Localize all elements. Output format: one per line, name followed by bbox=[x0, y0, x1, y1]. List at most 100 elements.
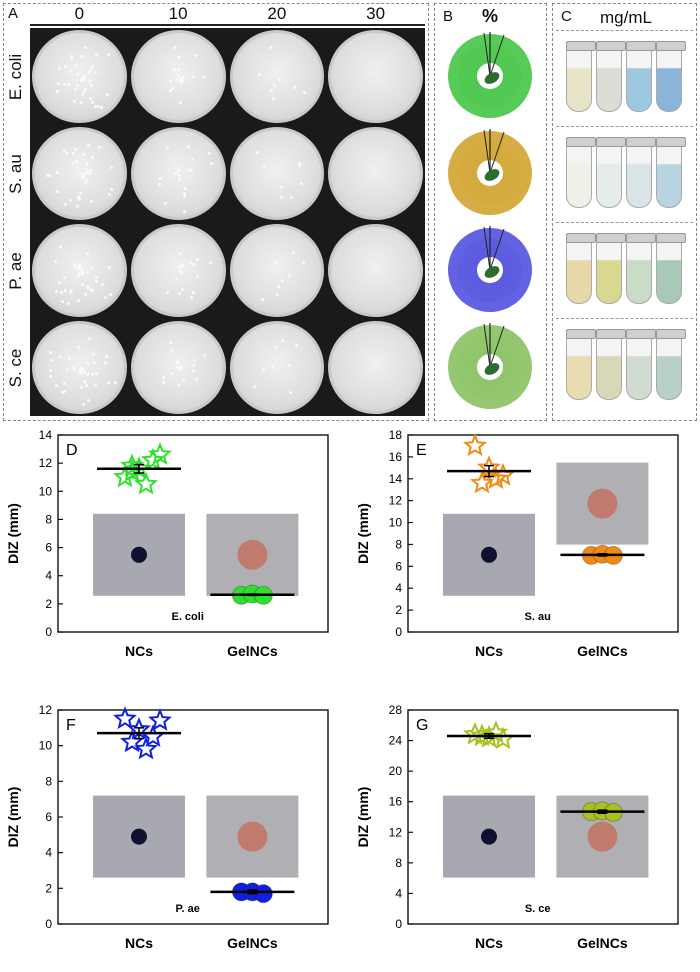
colony-dot bbox=[173, 46, 176, 49]
y-tick-label: 10 bbox=[389, 516, 403, 530]
petri-dish bbox=[230, 321, 325, 414]
panel-b-unit: % bbox=[482, 6, 498, 27]
x-tick-label: NCs bbox=[125, 643, 153, 659]
colony-dot bbox=[68, 357, 71, 360]
colony-dot bbox=[178, 178, 181, 181]
tube-cap bbox=[656, 137, 686, 147]
sample-tube bbox=[626, 144, 652, 208]
colony-dot bbox=[178, 174, 181, 177]
colony-dot bbox=[192, 75, 195, 78]
colony-dot bbox=[67, 302, 70, 305]
y-tick-label: 14 bbox=[39, 428, 53, 442]
colony-dot bbox=[64, 289, 67, 292]
y-tick-label: 4 bbox=[395, 886, 402, 900]
colony-dot bbox=[98, 146, 101, 149]
colony-dot bbox=[85, 168, 88, 171]
colony-dot bbox=[109, 293, 112, 296]
colony-dot bbox=[84, 172, 87, 175]
colony-dot bbox=[64, 203, 67, 206]
colony-dot bbox=[190, 296, 193, 299]
colony-dot bbox=[159, 177, 162, 180]
colony-dot bbox=[274, 346, 277, 349]
colony-dot bbox=[179, 252, 182, 255]
ring-chart bbox=[448, 226, 532, 312]
sample-tube bbox=[596, 48, 622, 112]
sample-tube bbox=[626, 240, 652, 304]
gelnc-disc bbox=[237, 822, 267, 852]
x-tick-label: GelNCs bbox=[577, 643, 628, 659]
x-tick-label: GelNCs bbox=[577, 935, 628, 951]
colony-dot bbox=[290, 196, 293, 199]
colony-dot bbox=[177, 169, 180, 172]
tube-cap bbox=[566, 233, 596, 243]
colony-dot bbox=[84, 293, 87, 296]
colony-dot bbox=[253, 385, 256, 388]
y-tick-label: 16 bbox=[389, 450, 403, 464]
colony-dot bbox=[171, 87, 174, 90]
colony-dot bbox=[72, 152, 75, 155]
panel-b-letter: B bbox=[443, 8, 453, 25]
y-tick-label: 12 bbox=[389, 494, 403, 508]
y-axis-label: DIZ (mm) bbox=[5, 787, 21, 848]
colony-dot bbox=[56, 90, 59, 93]
ring-charts bbox=[434, 28, 547, 418]
colony-dot bbox=[76, 84, 79, 87]
y-tick-label: 4 bbox=[45, 569, 52, 583]
colony-dot bbox=[95, 372, 98, 375]
colony-dot bbox=[177, 56, 180, 59]
colony-dot bbox=[82, 153, 85, 156]
colony-dot bbox=[184, 187, 187, 190]
colony-dot bbox=[158, 183, 161, 186]
organism-label: E. coli bbox=[171, 611, 203, 623]
colony-dot bbox=[69, 70, 72, 73]
colony-dot bbox=[86, 271, 89, 274]
colony-dot bbox=[83, 371, 86, 374]
colony-dot bbox=[91, 289, 94, 292]
colony-dot bbox=[87, 399, 90, 402]
nc-disc bbox=[481, 829, 497, 845]
colony-dot bbox=[169, 341, 172, 344]
colony-dot bbox=[188, 168, 191, 171]
colony-dot bbox=[106, 93, 109, 96]
panel-c-unit: mg/mL bbox=[600, 8, 652, 28]
colony-dot bbox=[107, 381, 110, 384]
colony-dot bbox=[84, 46, 87, 49]
colony-dot bbox=[183, 195, 186, 198]
colony-dot bbox=[271, 365, 274, 368]
colony-dot bbox=[49, 351, 52, 354]
colony-dot bbox=[179, 101, 182, 104]
column-label: 10 bbox=[148, 4, 208, 24]
colony-dot bbox=[50, 359, 53, 362]
sample-tube bbox=[656, 336, 682, 400]
colony-dot bbox=[74, 64, 77, 67]
colony-dot bbox=[108, 266, 111, 269]
column-header-line bbox=[30, 24, 425, 26]
colony-dot bbox=[75, 160, 78, 163]
colony-dot bbox=[202, 76, 205, 79]
colony-dot bbox=[91, 65, 94, 68]
y-axis-label: DIZ (mm) bbox=[355, 787, 371, 848]
petri-dish bbox=[230, 127, 325, 220]
colony-dot bbox=[278, 78, 281, 81]
colony-dot bbox=[191, 158, 194, 161]
colony-dot bbox=[66, 368, 69, 371]
colony-dot bbox=[59, 245, 62, 248]
y-axis-label: DIZ (mm) bbox=[5, 503, 21, 564]
y-tick-label: 6 bbox=[45, 541, 52, 555]
colony-dot bbox=[88, 71, 91, 74]
colony-dot bbox=[170, 372, 173, 375]
organism-label: S. ce bbox=[525, 903, 551, 915]
colony-dot bbox=[173, 68, 176, 71]
petri-dish bbox=[131, 321, 226, 414]
colony-dot bbox=[84, 88, 87, 91]
y-tick-label: 4 bbox=[45, 846, 52, 860]
gelnc-disc bbox=[237, 540, 267, 570]
colony-dot bbox=[258, 73, 261, 76]
colony-dot bbox=[210, 162, 213, 165]
data-point-star bbox=[151, 445, 170, 463]
colony-dot bbox=[174, 172, 177, 175]
tube-cap bbox=[596, 41, 626, 51]
petri-dish bbox=[230, 224, 325, 317]
tube-cap bbox=[596, 329, 626, 339]
x-tick-label: GelNCs bbox=[227, 935, 278, 951]
